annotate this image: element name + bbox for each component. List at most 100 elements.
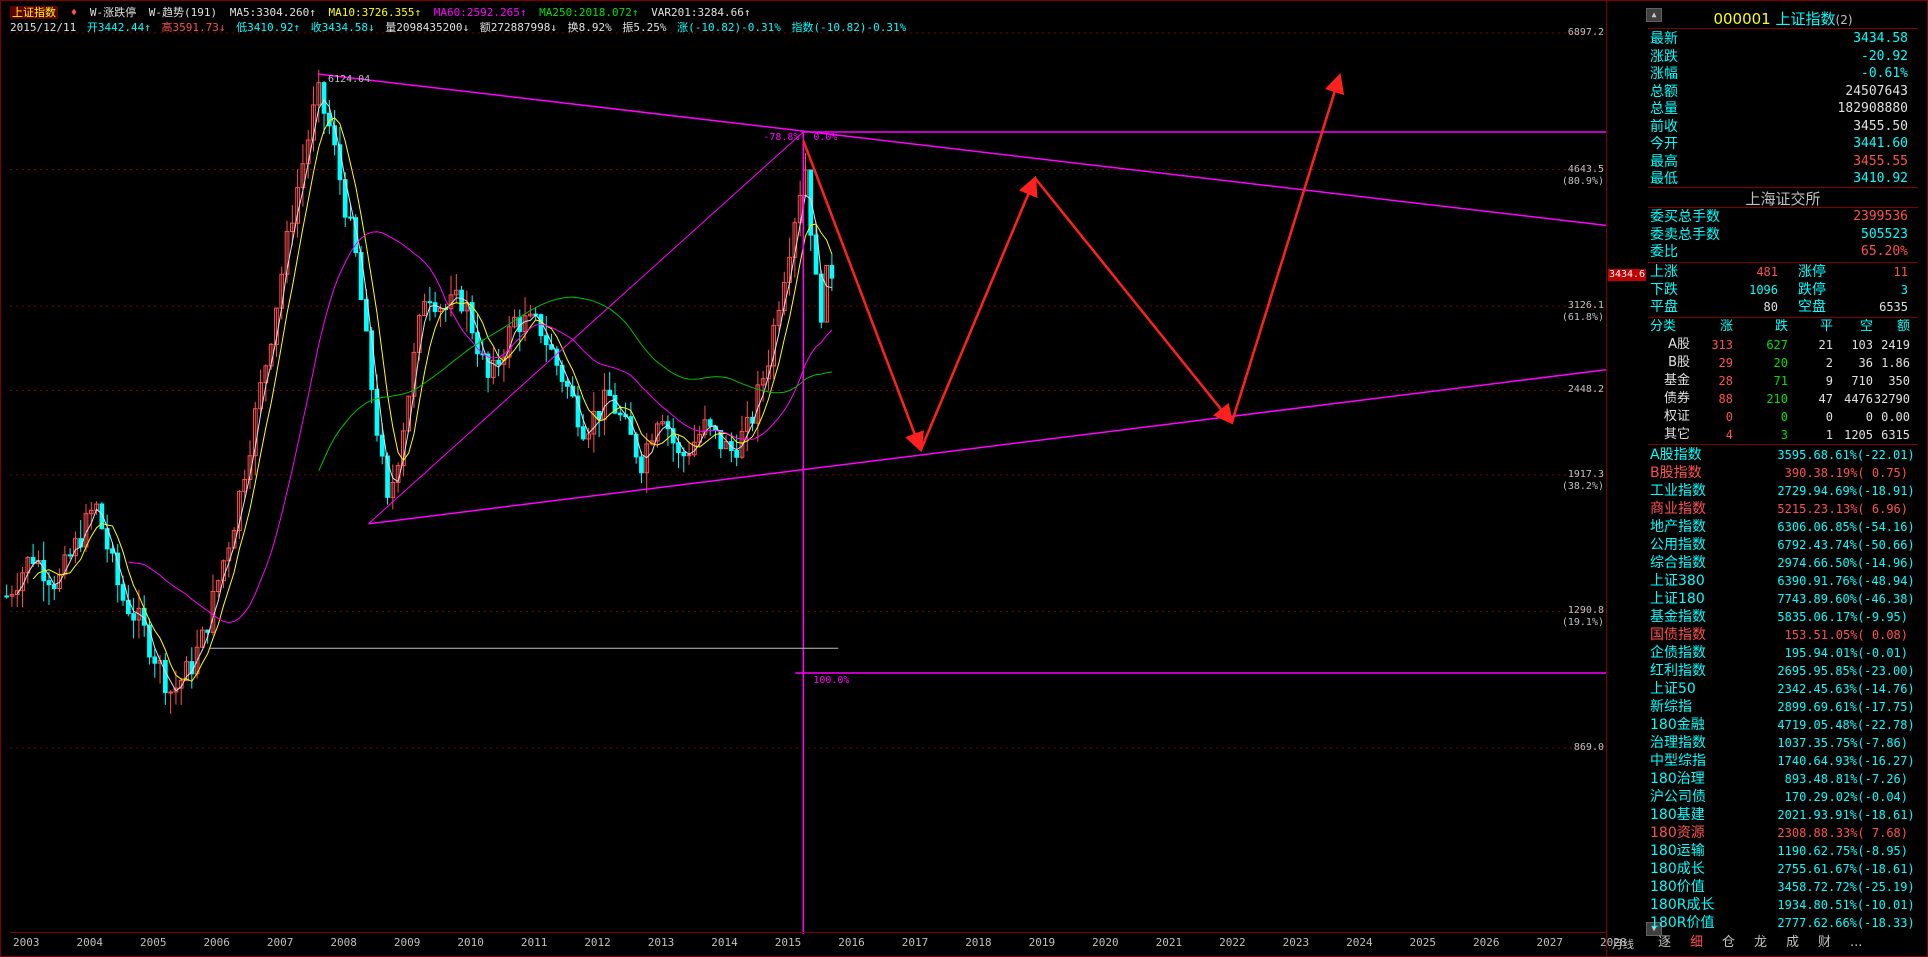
index-row[interactable]: 180成长 2755.61.67%(-18.61) xyxy=(1648,860,1918,878)
index-name: 商业指数 xyxy=(1650,501,1706,517)
candle-body xyxy=(702,419,708,435)
breadth-value: 1096 xyxy=(1749,282,1778,297)
candle-body xyxy=(30,557,36,565)
panel-tab[interactable]: 细 xyxy=(1690,935,1704,950)
index-row[interactable]: 国债指数 153.51.05%( 0.08) xyxy=(1648,626,1918,644)
scroll-down-button[interactable]: ▼ xyxy=(1646,922,1662,936)
candle-body xyxy=(829,264,835,279)
candle-body xyxy=(104,528,110,550)
category-flat: 0 xyxy=(1825,410,1833,424)
category-amount: 2419 xyxy=(1881,338,1910,352)
index-row[interactable]: 上证50 2342.45.63%(-14.76) xyxy=(1648,680,1918,698)
panel-tab[interactable]: 龙 xyxy=(1754,935,1768,950)
index-name: 180价值 xyxy=(1650,879,1705,895)
quote-row: 总量 182908880 xyxy=(1648,100,1918,118)
index-row[interactable]: 红利指数 2695.95.85%(-23.00) xyxy=(1648,662,1918,680)
index-row[interactable]: 上证180 7743.89.60%(-46.38) xyxy=(1648,590,1918,608)
candle-body xyxy=(739,430,745,458)
divider xyxy=(1648,28,1918,29)
ma5-value: MA5:3304.260↑ xyxy=(229,6,316,19)
panel-tab[interactable]: 逐 xyxy=(1658,935,1672,950)
scroll-up-button[interactable]: ▲ xyxy=(1646,8,1662,22)
index-price: 5215.23 xyxy=(1777,502,1828,516)
index-change: .85%(-54.16) xyxy=(1828,520,1915,534)
candle-body xyxy=(676,442,681,453)
projection-arrow xyxy=(919,175,1038,451)
candle-body xyxy=(321,82,327,114)
panel-tab[interactable]: 成 xyxy=(1786,935,1800,950)
breadth-value: 80 xyxy=(1763,300,1778,314)
formula-limit[interactable]: W-涨跌停 xyxy=(89,6,137,19)
formula-trend[interactable]: W-趋势(191) xyxy=(148,6,218,19)
index-row[interactable]: 180运输 1190.62.75%(-8.95) xyxy=(1648,842,1918,860)
index-row[interactable]: 180R价值 2777.62.66%(-18.33) xyxy=(1648,914,1918,932)
candle-body xyxy=(565,380,570,387)
stock-code: 000001 xyxy=(1713,10,1771,28)
quote-row: 前收 3455.50 xyxy=(1648,118,1918,136)
candle-body xyxy=(607,389,613,396)
category-down: 627 xyxy=(1766,338,1788,352)
order-value: 505523 xyxy=(1861,226,1908,242)
index-row[interactable]: 180基建 2021.93.91%(-18.61) xyxy=(1648,806,1918,824)
ma60-line xyxy=(128,231,833,624)
index-change: .05%( 0.08) xyxy=(1828,628,1908,642)
index-row[interactable]: 基金指数 5835.06.17%(-9.95) xyxy=(1648,608,1918,626)
period-label[interactable]: 月线 xyxy=(1612,938,1634,951)
index-price: 2755.61 xyxy=(1777,862,1828,876)
index-row[interactable]: 治理指数 1037.35.75%(-7.86) xyxy=(1648,734,1918,752)
bar-amplitude: 振5.25% xyxy=(622,21,667,34)
candle-body xyxy=(358,252,364,301)
index-price: 6792.43 xyxy=(1777,538,1828,552)
candle-body xyxy=(14,590,20,596)
index-row[interactable]: 公用指数 6792.43.74%(-50.66) xyxy=(1648,536,1918,554)
ma60-value: MA60:2592.265↑ xyxy=(433,6,527,19)
candle-body xyxy=(252,408,258,457)
index-row[interactable]: 上证380 6390.91.76%(-48.94) xyxy=(1648,572,1918,590)
index-change: .17%(-9.95) xyxy=(1828,610,1908,624)
quote-row: 总额 24507643 xyxy=(1648,83,1918,101)
kline-chart[interactable]: 6124.04 -78.8% 0.0% 100.0% xyxy=(4,32,1607,934)
index-row[interactable]: B股指数 390.38.19%( 0.75) xyxy=(1648,464,1918,482)
panel-tab[interactable]: 仓 xyxy=(1722,935,1736,950)
index-row[interactable]: 180金融 4719.05.48%(-22.78) xyxy=(1648,716,1918,734)
index-row[interactable]: 180价值 3458.72.72%(-25.19) xyxy=(1648,878,1918,896)
index-row[interactable]: 中型综指 1740.64.93%(-16.27) xyxy=(1648,752,1918,770)
index-name: 上证380 xyxy=(1650,573,1705,589)
index-row[interactable]: 工业指数 2729.94.69%(-18.91) xyxy=(1648,482,1918,500)
order-key: 委比 xyxy=(1650,244,1678,260)
index-row[interactable]: 180R成长 1934.80.51%(-10.01) xyxy=(1648,896,1918,914)
price-gridlines xyxy=(10,32,1606,749)
symbol-name[interactable]: 上证指数 xyxy=(10,6,58,19)
candle-body xyxy=(760,378,766,386)
candle-body xyxy=(570,385,576,397)
candle-body xyxy=(422,301,427,317)
quote-key: 涨跌 xyxy=(1650,48,1678,65)
panel-tab[interactable]: 财 xyxy=(1818,935,1832,950)
index-row[interactable]: 综合指数 2974.66.50%(-14.96) xyxy=(1648,554,1918,572)
candle-body xyxy=(99,503,105,530)
index-row[interactable]: 商业指数 5215.23.13%( 6.96) xyxy=(1648,500,1918,518)
index-price: 1037.35 xyxy=(1777,736,1828,750)
index-row[interactable]: 新综指 2899.69.61%(-17.75) xyxy=(1648,698,1918,716)
index-row[interactable]: 180治理 893.48.81%(-7.26) xyxy=(1648,770,1918,788)
index-row[interactable]: 地产指数 6306.06.85%(-54.16) xyxy=(1648,518,1918,536)
index-row[interactable]: 180资源 2308.88.33%( 7.68) xyxy=(1648,824,1918,842)
category-down: 210 xyxy=(1766,392,1788,406)
index-change: .13%( 6.96) xyxy=(1828,502,1908,516)
year-label: 2028 xyxy=(1600,936,1627,949)
panel-tab[interactable]: ... xyxy=(1850,935,1863,950)
candle-body xyxy=(4,595,10,598)
index-row[interactable]: 企债指数 195.94.01%(-0.01) xyxy=(1648,644,1918,662)
index-row[interactable]: A股指数 3595.68.61%(-22.01) xyxy=(1648,446,1918,464)
candle-body xyxy=(654,423,660,442)
category-header-cell: 跌 xyxy=(1774,319,1788,334)
category-flat: 9 xyxy=(1825,374,1833,388)
category-empty: 710 xyxy=(1851,374,1873,388)
kline-svg[interactable]: 6124.04 -78.8% 0.0% 100.0% xyxy=(4,32,1607,934)
index-row[interactable]: 沪公司债 170.29.02%(-0.04) xyxy=(1648,788,1918,806)
price-tick-label: 2448.2 xyxy=(1567,384,1604,396)
index-change: .61%(-17.75) xyxy=(1828,700,1915,714)
year-label: 2023 xyxy=(1282,936,1310,949)
quote-key: 最高 xyxy=(1650,153,1678,170)
index-price: 1740.64 xyxy=(1777,754,1828,768)
